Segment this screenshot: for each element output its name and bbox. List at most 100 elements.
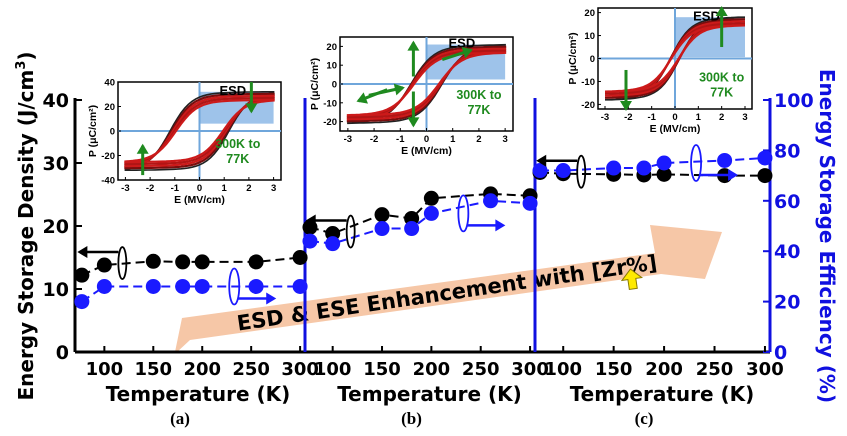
x-tick-label: 150 (595, 359, 633, 380)
inset-x-tick-label: -2 (370, 134, 378, 145)
inset-y-tick-label: 20 (326, 42, 337, 53)
efficiency-point (325, 236, 341, 252)
x-tick-label: 150 (363, 359, 401, 380)
banner-arrow (175, 225, 722, 353)
hysteresis-loop (346, 51, 507, 117)
efficiency-point (606, 160, 622, 176)
temp-label-line1: 300K to (699, 70, 745, 84)
inset-x-tick-label: -2 (624, 112, 632, 123)
x-tick-label: 250 (462, 359, 500, 380)
right-tick-label: 60 (774, 191, 800, 213)
efficiency-point (757, 150, 773, 166)
inset-x-tick-label: -1 (396, 134, 405, 145)
left-arrow-icon (305, 214, 316, 227)
inset-x-tick-label: -1 (171, 183, 180, 194)
inset-x-tick-label: -2 (146, 183, 154, 194)
inset-y-tick-label: -20 (581, 100, 595, 111)
density-point (74, 267, 90, 283)
efficiency-axis-marker (690, 144, 702, 182)
left-axis-label-close: ) (14, 51, 38, 60)
efficiency-axis-marker (228, 267, 241, 306)
efficiency-point (248, 278, 264, 294)
inset-y-tick-label: 40 (104, 78, 115, 89)
x-tick-label: 300 (511, 359, 549, 380)
right-tick-label: 0 (774, 342, 787, 364)
left-tick-label: 10 (43, 279, 69, 301)
density-point (423, 190, 439, 206)
inset-x-tick-label: 1 (696, 112, 702, 123)
temp-label-line2: 77K (710, 85, 733, 99)
inset-y-tick-label: 0 (332, 80, 337, 91)
x-axis-title: Temperature (K) (337, 382, 522, 406)
efficiency-point (532, 163, 548, 179)
inset-y-label: P (μC/cm²) (309, 58, 321, 110)
x-tick-label: 100 (86, 359, 124, 380)
left-axis-label-sup: 3 (14, 61, 29, 70)
efficiency-point (717, 152, 733, 168)
inset-x-tick-label: 2 (719, 112, 724, 123)
x-tick-label: 250 (232, 359, 270, 380)
green-arrow-icon (245, 103, 258, 114)
hysteresis-loop (124, 91, 275, 171)
x-axis-title: Temperature (K) (106, 382, 291, 406)
hysteresis-loop (124, 98, 275, 164)
inset-y-tick-label: -10 (323, 98, 337, 109)
green-arrow-icon (620, 101, 632, 111)
efficiency-point (175, 278, 191, 294)
hysteresis-loop (604, 24, 746, 93)
inset-y-tick-label: 0 (590, 54, 595, 65)
x-tick-label: 200 (645, 359, 683, 380)
efficiency-point (96, 278, 112, 294)
esd-label: ESD (219, 83, 246, 98)
green-arrow-icon (461, 46, 473, 59)
efficiency-point (292, 278, 308, 294)
inset-y-label: P (μC/cm²) (567, 32, 579, 84)
temp-label-line2: 77K (226, 152, 249, 166)
inset-x-tick-label: -3 (121, 183, 129, 194)
esd-label: ESD (449, 36, 476, 51)
inset-x-tick-label: 3 (502, 134, 507, 145)
efficiency-point (404, 221, 420, 237)
inset-y-tick-label: 20 (584, 8, 595, 19)
density-point (757, 168, 773, 184)
inset-x-tick-label: 3 (271, 183, 276, 194)
density-point (656, 166, 672, 182)
inset-y-tick-label: 20 (104, 102, 115, 113)
inset-x-label: E (MV/cm) (401, 145, 452, 157)
inset-x-tick-label: 0 (424, 134, 429, 145)
panel-caption: (c) (635, 409, 654, 428)
efficiency-axis-marker (457, 194, 470, 233)
hysteresis-loop (124, 94, 275, 168)
right-arrow-icon (266, 292, 277, 305)
left-tick-label: 40 (43, 90, 69, 112)
green-arrow-icon (356, 92, 368, 104)
inset-x-tick-label: 3 (742, 112, 747, 123)
density-point (175, 254, 191, 270)
right-tick-label: 80 (774, 140, 800, 162)
x-tick-label: 150 (135, 359, 173, 380)
inset-x-tick-label: 0 (197, 183, 202, 194)
left-arrow-icon (536, 154, 547, 167)
inset-y-tick-label: 10 (326, 61, 337, 72)
density-point (292, 250, 308, 265)
density-axis-marker (576, 154, 587, 189)
esd-label: ESD (693, 8, 720, 23)
inset-y-tick-label: -20 (101, 151, 115, 162)
density-point (248, 254, 264, 270)
density-series-line (81, 256, 301, 277)
left-arrow-icon (77, 246, 88, 259)
efficiency-point (423, 205, 439, 221)
inset-x-tick-label: -3 (344, 134, 352, 145)
inset-x-tick-label: 1 (222, 183, 228, 194)
left-tick-label: 20 (43, 216, 69, 238)
right-tick-label: 40 (774, 241, 800, 263)
hysteresis-loop (124, 92, 275, 170)
efficiency-point (522, 195, 538, 211)
inset-y-label: P (μC/cm²) (87, 105, 99, 157)
efficiency-point (145, 278, 161, 294)
x-tick-label: 250 (696, 359, 734, 380)
